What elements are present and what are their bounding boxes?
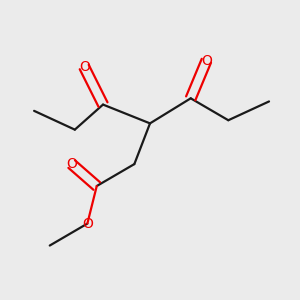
Text: O: O (66, 157, 77, 171)
Text: O: O (82, 217, 93, 231)
Text: O: O (201, 54, 212, 68)
Text: O: O (79, 60, 90, 74)
